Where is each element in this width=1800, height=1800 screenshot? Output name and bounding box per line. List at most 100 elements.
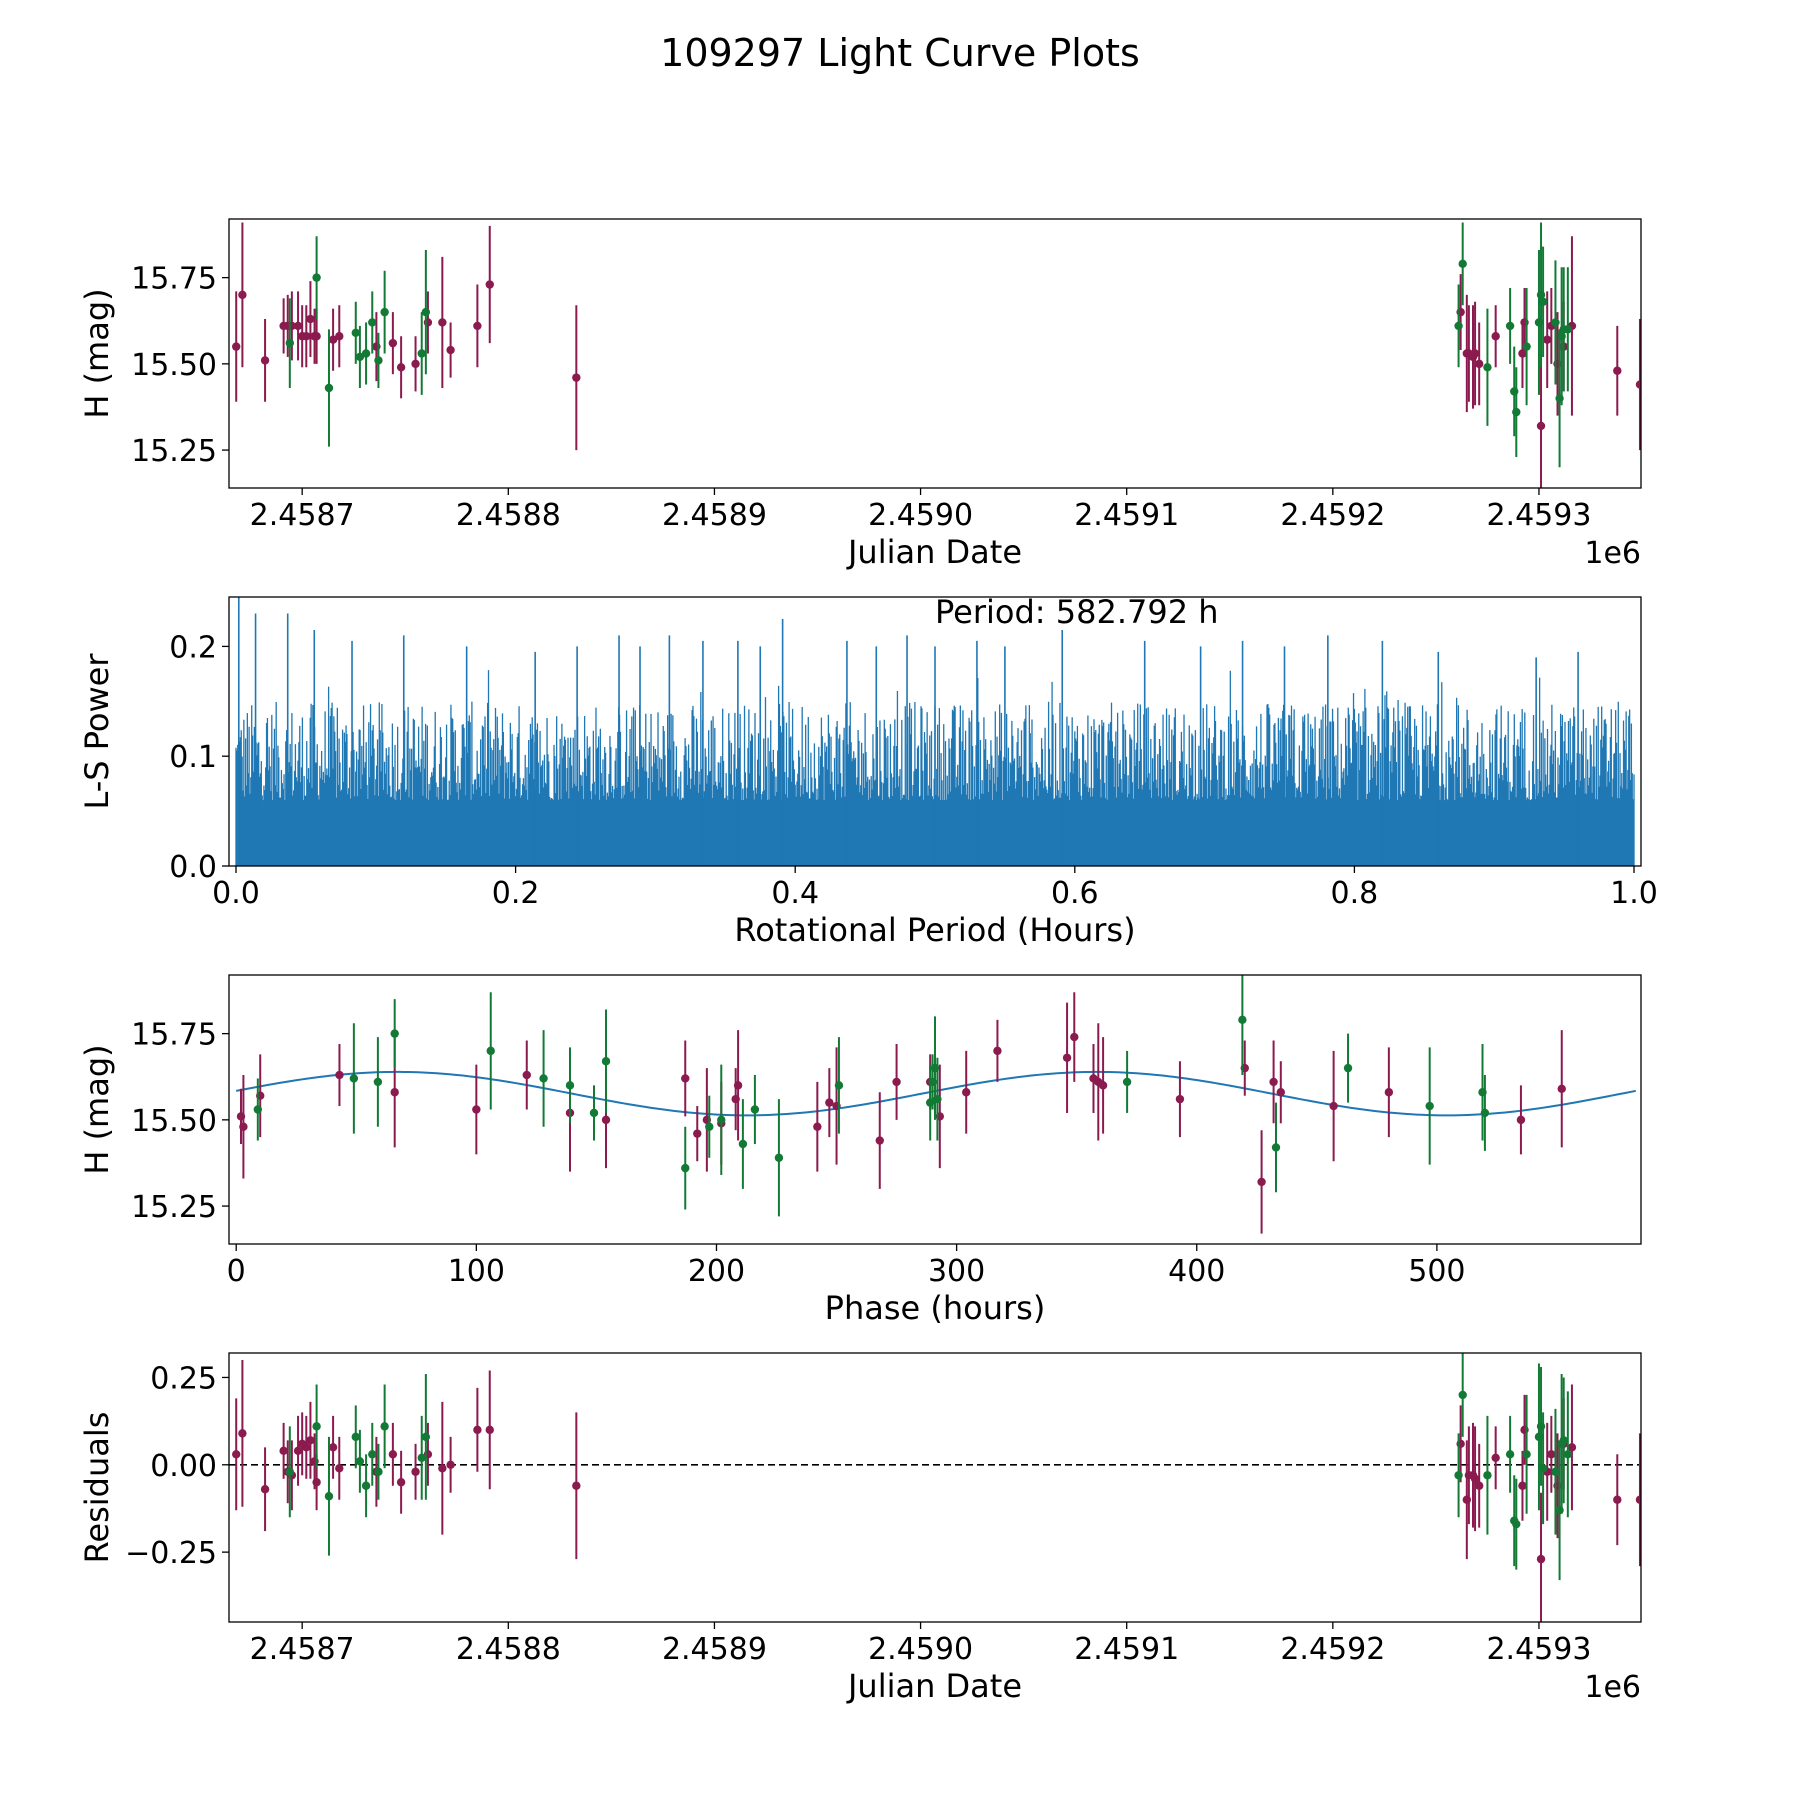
y-axis-label: H (mag) — [78, 288, 116, 418]
x-tick-label: 400 — [1168, 1254, 1225, 1289]
data-point — [446, 1460, 455, 1469]
data-point — [750, 1105, 760, 1114]
x-tick-label: 100 — [448, 1254, 505, 1289]
data-point — [892, 1077, 901, 1087]
data-point — [232, 342, 241, 351]
data-point — [1536, 421, 1546, 431]
data-point — [238, 1429, 247, 1438]
axes-frame — [228, 974, 1642, 1245]
light-curve-panel: 2.4587 2.4588 2.4589 2.4590 2.4591 2.4592 2.45… — [78, 218, 1642, 571]
x-tick-label: 2.4590 — [868, 498, 973, 533]
data-point — [834, 1081, 844, 1090]
data-point — [374, 356, 383, 365]
data-point — [368, 1450, 377, 1459]
data-point — [1483, 363, 1492, 372]
data-point — [1425, 1101, 1434, 1111]
data-point — [993, 1046, 1002, 1056]
data-point — [306, 1436, 315, 1445]
data-point — [438, 1464, 447, 1473]
y-axis-label: H (mag) — [78, 1044, 116, 1174]
data-point — [738, 1139, 748, 1149]
data-point — [239, 1122, 248, 1131]
x-tick-label: 2.4588 — [456, 498, 561, 533]
x-tick-label: 0.6 — [1051, 876, 1099, 911]
x-offset-label: 1e6 — [1584, 536, 1641, 571]
periodogram-power-line — [235, 670, 1635, 866]
data-point — [232, 1450, 241, 1459]
data-point — [324, 1492, 334, 1501]
x-axis-label: Phase (hours) — [825, 1289, 1046, 1327]
plot-area — [232, 222, 1641, 488]
axes-frame — [228, 1352, 1642, 1623]
data-point — [1522, 342, 1531, 351]
y-tick-label: 15.75 — [131, 1018, 217, 1053]
data-point — [1567, 1443, 1577, 1452]
data-point — [411, 1467, 420, 1476]
data-point — [1098, 1081, 1108, 1090]
y-axis-label: Residuals — [78, 1412, 116, 1564]
data-point — [1062, 1053, 1072, 1062]
data-point — [962, 1088, 971, 1097]
data-point — [1257, 1177, 1266, 1187]
data-point — [1559, 1436, 1568, 1445]
x-tick-label: 0.0 — [212, 876, 260, 911]
data-point — [1613, 1495, 1622, 1504]
data-point — [1557, 1084, 1566, 1094]
data-point — [380, 1422, 389, 1431]
data-point — [324, 383, 334, 393]
data-point — [681, 1074, 690, 1083]
data-point — [813, 1122, 822, 1131]
residuals-panel: 2.4587 2.4588 2.4589 2.4590 2.4591 2.4592 2.45… — [78, 1352, 1642, 1705]
data-point — [238, 290, 247, 300]
data-point — [1470, 349, 1480, 358]
data-point — [589, 1108, 599, 1118]
x-tick-label: 0.4 — [771, 876, 819, 911]
x-tick-label: 2.4591 — [1074, 1632, 1179, 1667]
data-point — [1538, 297, 1548, 306]
data-point — [285, 338, 295, 348]
y-tick-label: 15.25 — [131, 434, 217, 469]
data-point — [1518, 1481, 1527, 1490]
data-point — [1454, 321, 1463, 331]
x-tick-label: 200 — [688, 1254, 745, 1289]
data-point — [253, 1105, 263, 1114]
data-point — [601, 1057, 611, 1066]
data-point — [390, 1029, 399, 1038]
data-point — [485, 280, 494, 289]
data-point — [421, 307, 431, 317]
x-tick-label: 2.4590 — [868, 1632, 973, 1667]
data-point — [293, 1446, 303, 1456]
data-point — [1635, 1495, 1641, 1504]
y-tick-label: 0.00 — [150, 1449, 217, 1484]
data-point — [693, 1129, 702, 1138]
data-point — [380, 307, 389, 317]
x-offset-label: 1e6 — [1584, 1670, 1641, 1705]
data-point — [1512, 407, 1521, 417]
data-point — [1536, 1554, 1546, 1564]
data-point — [1538, 1464, 1548, 1473]
data-point — [1563, 1450, 1573, 1459]
x-tick-label: 500 — [1408, 1254, 1465, 1289]
data-point — [1269, 1077, 1278, 1087]
y-tick-label: 15.75 — [131, 262, 217, 297]
data-point — [1483, 1471, 1492, 1480]
data-point — [302, 1443, 311, 1452]
y-tick-label: 15.50 — [131, 348, 217, 383]
data-point — [351, 328, 360, 338]
data-point — [472, 1105, 481, 1114]
plot-area — [236, 975, 1636, 1234]
phased-curve-panel: 0 100 200 300 400 500 15.25 15.50 15.75 Phase (ho… — [78, 974, 1642, 1327]
data-point — [522, 1070, 531, 1080]
data-point — [705, 1122, 714, 1131]
data-point — [1329, 1101, 1338, 1111]
data-point — [417, 349, 426, 358]
data-point — [312, 1478, 321, 1487]
data-point — [1516, 1115, 1526, 1125]
data-point — [1276, 1088, 1285, 1097]
data-point — [396, 1478, 406, 1487]
data-point — [933, 1094, 942, 1104]
data-point — [1175, 1094, 1185, 1104]
data-point — [335, 1070, 344, 1080]
data-point — [1238, 1015, 1247, 1025]
